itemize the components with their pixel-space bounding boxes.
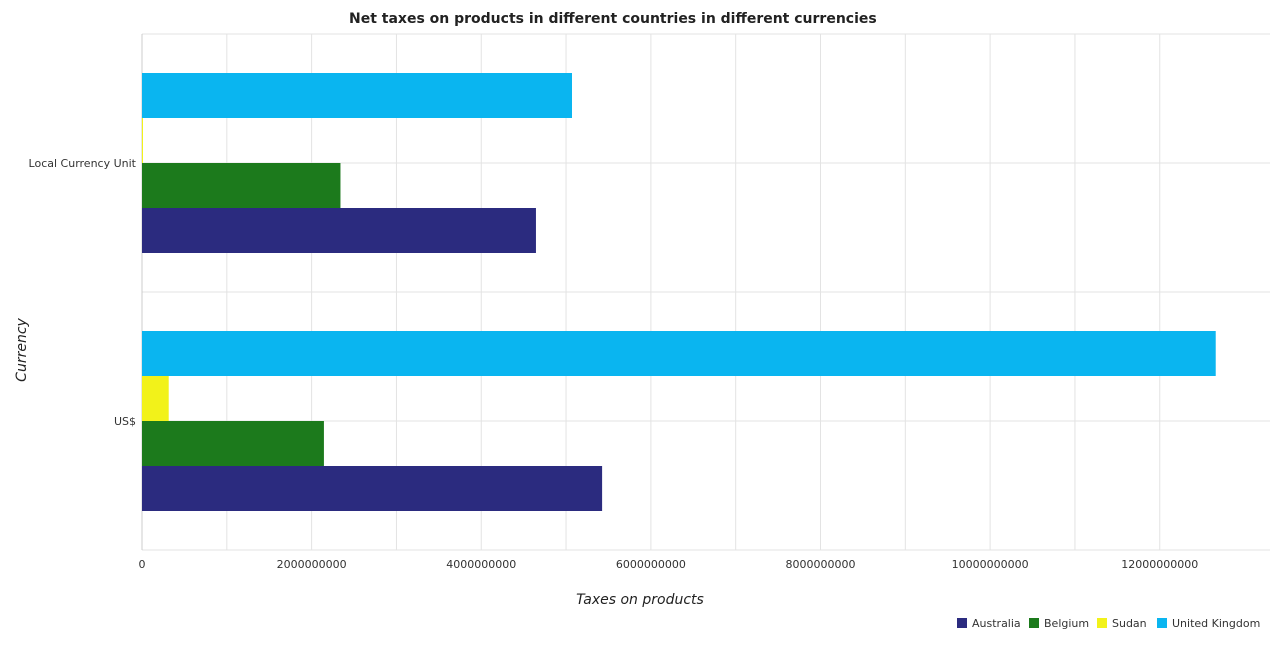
y-axis-label: Currency: [14, 317, 30, 381]
y-tick-label: Local Currency Unit: [29, 157, 137, 170]
x-tick-label: 0: [139, 558, 146, 571]
legend-label: Sudan: [1112, 617, 1147, 630]
bar-sudan-0: [142, 118, 143, 163]
x-tick-label: 10000000000: [952, 558, 1029, 571]
legend-swatch-australia: [957, 618, 967, 628]
legend-label: Australia: [972, 617, 1021, 630]
legend-label: United Kingdom: [1172, 617, 1260, 630]
x-tick-labels: 0 2000000000 4000000000 6000000000 800000000…: [139, 558, 1199, 571]
bar-belgium-1: [142, 421, 324, 466]
legend-swatch-sudan: [1097, 618, 1107, 628]
x-tick-label: 8000000000: [785, 558, 855, 571]
chart-title: Net taxes on products in different count…: [349, 11, 877, 27]
bar-united-kingdom-0: [142, 73, 572, 118]
y-tick-labels: Local Currency Unit US$: [29, 157, 137, 428]
x-axis-label: Taxes on products: [576, 592, 704, 608]
y-tick-label: US$: [114, 415, 136, 428]
bar-australia-0: [142, 208, 536, 253]
x-tick-label: 4000000000: [446, 558, 516, 571]
bar-australia-1: [142, 466, 603, 511]
legend: Australia Belgium Sudan United Kingdom: [957, 617, 1260, 630]
legend-label: Belgium: [1044, 617, 1089, 630]
x-tick-label: 6000000000: [616, 558, 686, 571]
legend-swatch-united-kingdom: [1157, 618, 1167, 628]
bar-belgium-0: [142, 163, 341, 208]
grid: [141, 33, 1270, 551]
bar-united-kingdom-1: [142, 331, 1216, 376]
bar-sudan-1: [142, 376, 169, 421]
x-tick-label: 12000000000: [1121, 558, 1198, 571]
bars: [142, 73, 1216, 511]
x-tick-label: 2000000000: [277, 558, 347, 571]
legend-swatch-belgium: [1029, 618, 1039, 628]
